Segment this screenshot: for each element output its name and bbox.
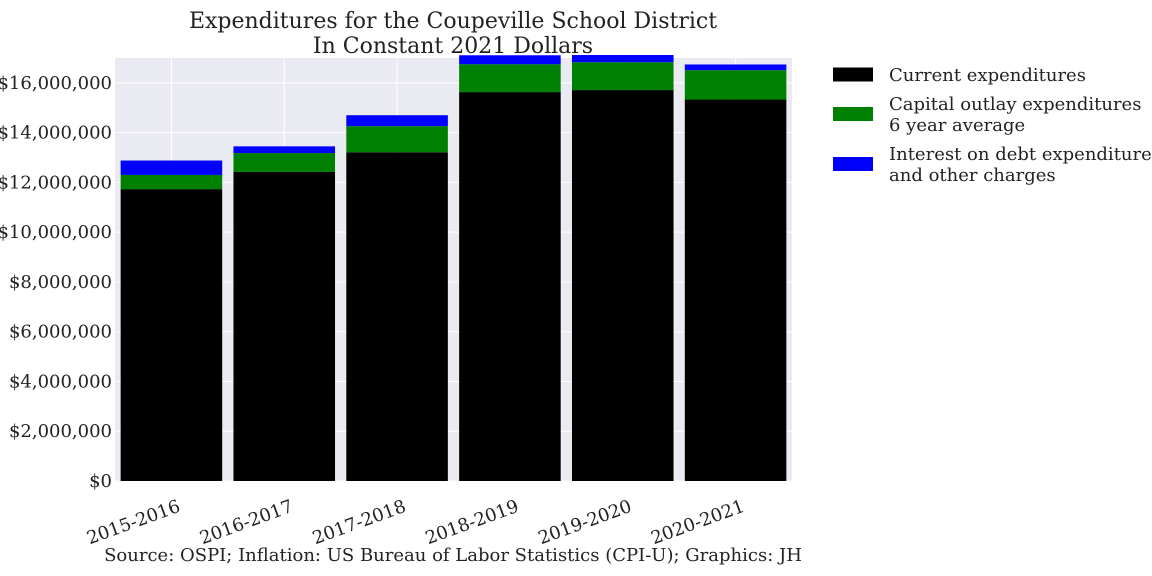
bar-segment-2 [684,70,787,100]
x-tick-label: 2016-2017 [197,496,296,549]
y-tick-label: $6,000,000 [9,322,112,343]
legend: Current expenditures Capital outlay expen… [833,65,1152,186]
bar-segment-1 [571,90,674,481]
bar-segment-2 [233,153,336,172]
bar-segment-1 [459,92,561,482]
legend-label-line: 6 year average [889,115,1025,136]
bar-segment-2 [120,174,223,190]
bar-segment-1 [346,152,448,481]
y-tick-label: $14,000,000 [0,123,112,144]
bar-segment-1 [684,99,787,481]
bar-segment-3 [120,160,223,175]
bar-segment-2 [346,126,448,153]
bar-segment-2 [459,64,561,93]
bar-segment-3 [346,115,448,127]
y-tick-label: $10,000,000 [0,222,112,243]
legend-label-line: Interest on debt expenditures [889,144,1152,165]
bar-segment-2 [571,62,674,91]
y-tick-label: $12,000,000 [0,172,112,193]
bar-segment-3 [571,55,674,63]
x-tick-label: 2015-2016 [84,496,183,549]
legend-label: Interest on debt expenditures and other c… [889,144,1152,186]
bars [120,55,787,482]
y-tick-label: $16,000,000 [0,73,112,94]
legend-swatch [833,157,873,171]
y-axis: $0 $2,000,000 $4,000,000 $6,000,000 $8,000,0… [0,73,112,492]
bar-segment-3 [684,64,787,71]
y-tick-label: $2,000,000 [9,421,112,442]
chart-subtitle: In Constant 2021 Dollars [313,34,593,59]
legend-label: Capital outlay expenditures 6 year averag… [889,94,1141,136]
x-tick-label: 2019-2020 [535,496,634,549]
chart-title: Expenditures for the Coupeville School D… [189,9,717,34]
y-tick-label: $8,000,000 [9,272,112,293]
x-tick-label: 2020-2021 [648,496,747,549]
bar-segment-3 [233,146,336,154]
legend-label-line: Current expenditures [889,65,1086,86]
legend-swatch [833,107,873,121]
y-tick-label: $4,000,000 [9,371,112,392]
legend-label-line: Capital outlay expenditures [889,94,1141,115]
bar-segment-1 [120,189,223,481]
x-tick-label: 2017-2018 [310,496,409,549]
legend-label-line: and other charges [889,165,1056,186]
x-tick-label: 2018-2019 [423,496,522,549]
bar-segment-3 [459,55,561,65]
source-note: Source: OSPI; Inflation: US Bureau of La… [104,545,802,566]
legend-swatch [833,67,873,82]
bar-segment-1 [233,171,336,481]
legend-label: Current expenditures [889,65,1086,86]
x-axis: 2015-2016 2016-2017 2017-2018 2018-2019 2019… [84,496,747,549]
plot-area [115,58,792,481]
y-tick-label: $0 [89,471,112,492]
